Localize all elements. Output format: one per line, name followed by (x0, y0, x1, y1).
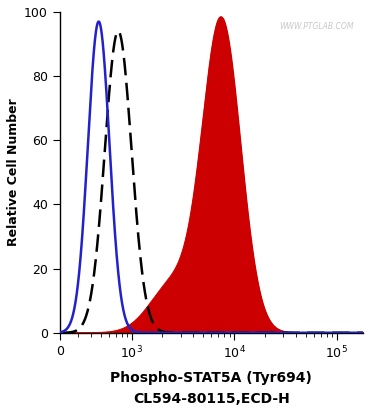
Text: Phospho-STAT5A (Tyr694): Phospho-STAT5A (Tyr694) (111, 371, 312, 385)
Text: CL594-80115,ECD-H: CL594-80115,ECD-H (133, 392, 290, 406)
Text: WWW.PTGLAB.COM: WWW.PTGLAB.COM (279, 22, 354, 31)
Y-axis label: Relative Cell Number: Relative Cell Number (7, 99, 20, 246)
